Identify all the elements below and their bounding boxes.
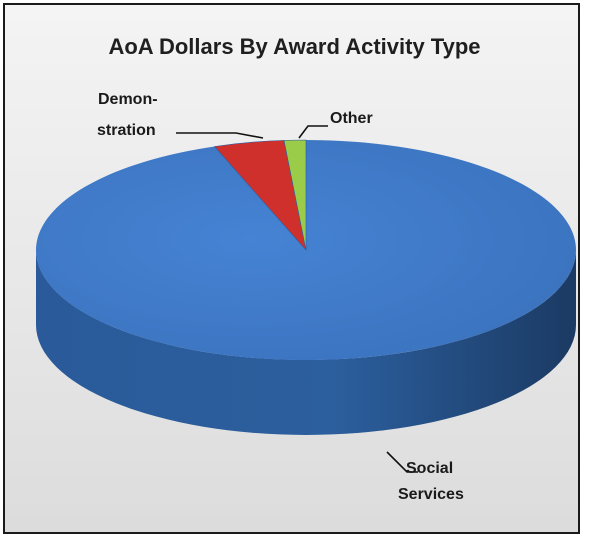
slice-label-0-line-1: Services bbox=[398, 486, 464, 503]
pie-slice-2 bbox=[283, 139, 307, 251]
leader-line-1 bbox=[176, 132, 264, 139]
slice-label-2-line-0: Other bbox=[330, 110, 373, 127]
slice-label-1-line-1: stration bbox=[97, 122, 156, 139]
leader-line-0 bbox=[386, 451, 418, 473]
pie-side-wall bbox=[36, 250, 576, 435]
leader-line-2 bbox=[298, 125, 328, 139]
chart-title: AoA Dollars By Award Activity Type bbox=[108, 34, 481, 59]
slice-label-1-line-0: Demon- bbox=[98, 91, 158, 108]
slice-label-0-line-0: Social bbox=[406, 460, 453, 477]
